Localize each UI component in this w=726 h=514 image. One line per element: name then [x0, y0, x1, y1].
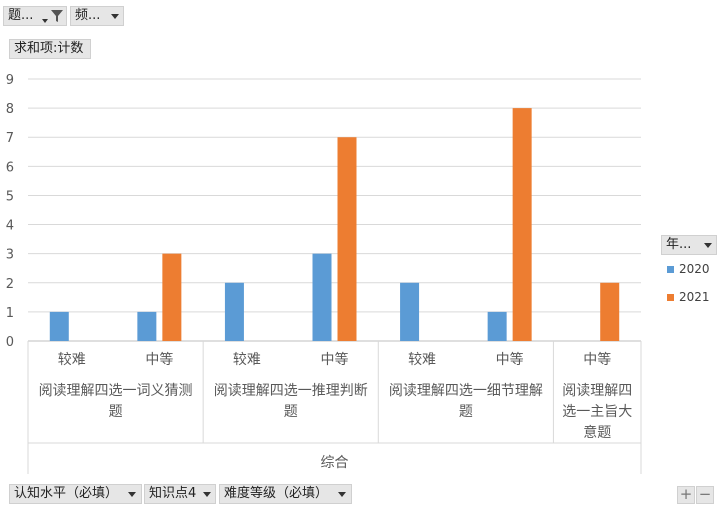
- y-tick-label: 7: [6, 131, 14, 146]
- cognition-level-field-button[interactable]: 认知水平（必填）: [9, 484, 142, 504]
- category-tick-label: 较难: [408, 352, 436, 368]
- topic-filter-button[interactable]: 题...: [3, 6, 67, 26]
- year-legend-field-button[interactable]: 年...: [661, 235, 717, 255]
- frequency-filter-button[interactable]: 频...: [70, 6, 124, 26]
- value-field-label: 求和项:计数: [14, 41, 84, 56]
- category-tick-label: 较难: [233, 352, 261, 368]
- group-label: 题: [284, 404, 298, 420]
- chevron-down-icon: [111, 14, 119, 19]
- y-tick-label: 0: [6, 335, 14, 350]
- knowledge-point-field-button[interactable]: 知识点4: [144, 484, 216, 504]
- y-tick-label: 9: [6, 73, 14, 88]
- category-tick-label: 中等: [145, 351, 173, 368]
- difficulty-field-button[interactable]: 难度等级（必填）: [219, 484, 352, 504]
- bar-2020-2: [224, 282, 244, 341]
- bar-2020-0: [49, 311, 69, 341]
- y-tick-label: 3: [6, 248, 14, 263]
- value-field-button[interactable]: 求和项:计数: [9, 39, 91, 59]
- group-label: 阅读理解四: [562, 382, 632, 399]
- y-tick-label: 2: [6, 277, 14, 292]
- legend-label-2020: 2020: [679, 262, 710, 276]
- group-label: 阅读理解四选一词义猜测: [39, 382, 193, 399]
- bar-2020-4: [400, 282, 420, 341]
- y-tick-label: 4: [6, 219, 14, 234]
- y-tick-label: 1: [6, 306, 14, 321]
- y-tick-label: 6: [6, 160, 14, 175]
- bar-2020-3: [312, 253, 332, 341]
- chevron-down-icon: [203, 492, 211, 497]
- bar-2020-5: [487, 311, 507, 341]
- collapse-button[interactable]: −: [696, 486, 714, 504]
- y-tick-label: 5: [6, 189, 14, 204]
- category-tick-label: 中等: [583, 351, 611, 368]
- category-tick-label: 中等: [496, 351, 524, 368]
- outer-category-label: 综合: [321, 455, 349, 471]
- frequency-filter-label: 频...: [75, 8, 101, 23]
- expand-button[interactable]: +: [677, 486, 695, 504]
- cognition-level-label: 认知水平（必填）: [14, 486, 119, 501]
- legend-swatch-2021: [667, 294, 674, 301]
- legend-swatch-2020: [667, 266, 674, 273]
- group-label: 阅读理解四选一推理判断: [214, 382, 368, 399]
- category-tick-label: 较难: [58, 352, 86, 368]
- funnel-filter-icon: [51, 10, 63, 22]
- difficulty-label: 难度等级（必填）: [224, 486, 329, 501]
- category-tick-label: 中等: [321, 351, 349, 368]
- bar-2021-5: [512, 108, 532, 341]
- chevron-down-icon: [704, 243, 712, 248]
- knowledge-point-label: 知识点4: [149, 486, 197, 501]
- chevron-down-icon: [338, 492, 346, 497]
- group-label: 题: [109, 404, 123, 420]
- group-label: 选一主旨大: [562, 404, 632, 420]
- group-label: 题: [459, 404, 473, 420]
- bar-2021-6: [600, 282, 620, 341]
- group-label: 意题: [583, 424, 611, 441]
- dropdown-icon: [42, 19, 48, 23]
- legend-label-2021: 2021: [679, 290, 710, 304]
- topic-filter-label: 题...: [8, 8, 34, 23]
- y-tick-label: 8: [6, 102, 14, 117]
- chevron-down-icon: [128, 492, 136, 497]
- bar-2021-3: [337, 137, 357, 341]
- bar-2020-1: [137, 311, 157, 341]
- year-field-label: 年...: [666, 237, 692, 252]
- bar-2021-1: [162, 253, 182, 341]
- group-label: 阅读理解四选一细节理解: [389, 382, 543, 399]
